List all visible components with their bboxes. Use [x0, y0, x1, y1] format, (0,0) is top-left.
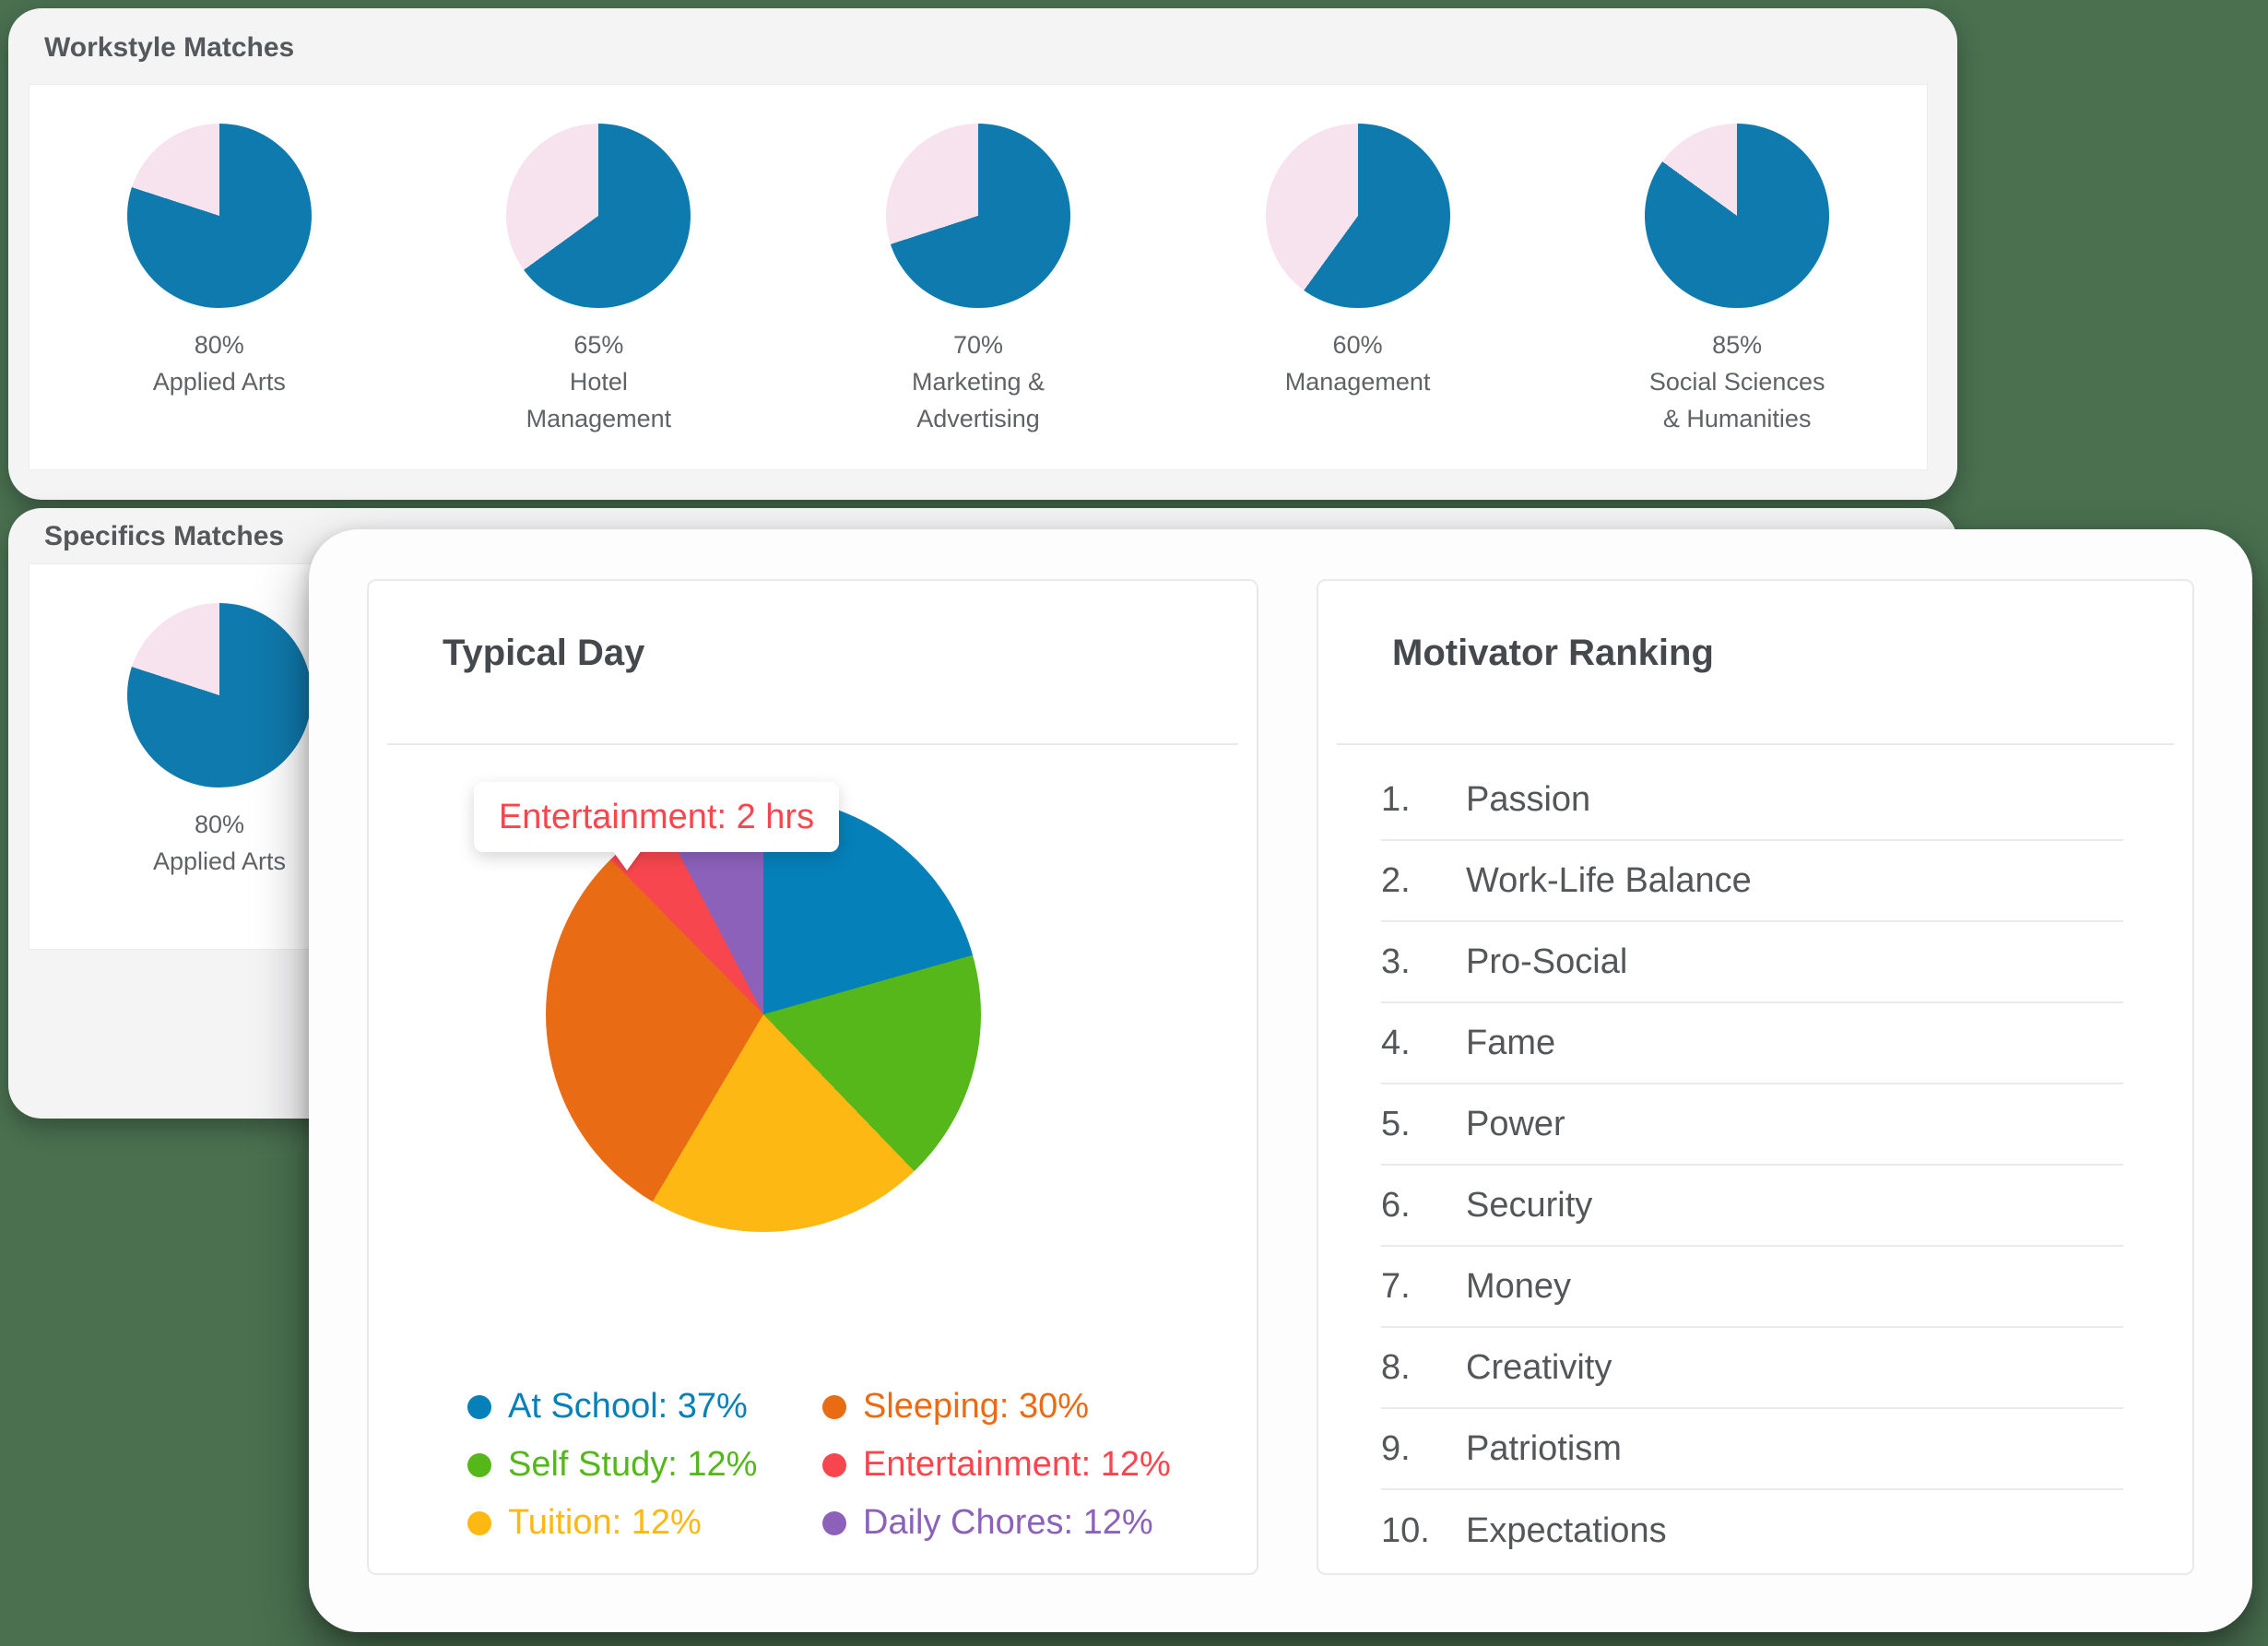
match-percent-label: 80%: [194, 331, 244, 359]
match-pie-chart[interactable]: [127, 603, 312, 787]
ranking-number: 2.: [1381, 860, 1411, 900]
legend-item[interactable]: Self Study: 12%: [467, 1445, 822, 1485]
match-category-label: Applied Arts: [152, 368, 286, 396]
match-category-label: Hotel Management: [526, 368, 672, 432]
workstyle-pies-panel: 80% Applied Arts 65% Hotel Management 70% Mark…: [29, 84, 1928, 470]
tooltip-text: Entertainment: 2 hrs: [498, 797, 815, 836]
workstyle-card-title: Workstyle Matches: [44, 32, 295, 63]
match-category-label: Applied Arts: [152, 847, 287, 875]
match-percent-label: 85%: [1712, 331, 1763, 359]
typical-day-legend: At School: 37% Self Study: 12% Tuition: 12…: [467, 1378, 1171, 1552]
ranking-row: 8. Creativity: [1381, 1328, 2123, 1409]
ranking-row: 10. Expectations: [1381, 1490, 2123, 1571]
ranking-row: 4. Fame: [1381, 1003, 2123, 1084]
ranking-list: 1. Passion 2. Work-Life Balance 3. Pro-Social…: [1381, 760, 2123, 1571]
match-category-label: Management: [1284, 368, 1431, 396]
match-pie: 70% Marketing & Advertising: [788, 85, 1168, 469]
motivator-ranking-title: Motivator Ranking: [1392, 633, 1714, 673]
match-pie: 80% Applied Arts: [30, 85, 409, 469]
results-overlay-card: Typical Day Entertainment: 2 hrs At Scho…: [309, 529, 2252, 1632]
match-percent-label: 80%: [194, 811, 245, 838]
ranking-label: Work-Life Balance: [1466, 860, 1752, 900]
ranking-number: 3.: [1381, 941, 1411, 981]
match-category-label: Social Sciences & Humanities: [1648, 368, 1825, 432]
legend-item[interactable]: Tuition: 12%: [467, 1503, 822, 1543]
legend-item[interactable]: At School: 37%: [467, 1387, 822, 1427]
ranking-row: 2. Work-Life Balance: [1381, 841, 2123, 922]
legend-dot-icon: [467, 1394, 491, 1419]
ranking-label: Money: [1466, 1266, 1572, 1306]
legend-item[interactable]: Daily Chores: 12%: [822, 1503, 1171, 1543]
ranking-label: Security: [1466, 1185, 1593, 1225]
ranking-row: 6. Security: [1381, 1166, 2123, 1247]
match-percent-label: 70%: [952, 331, 1003, 359]
match-pie-chart[interactable]: [885, 124, 1070, 308]
workstyle-pies-row: 80% Applied Arts 65% Hotel Management 70% Mark…: [30, 85, 1927, 469]
workstyle-matches-card: Workstyle Matches 80% Applied Arts 65% Hote…: [8, 8, 1957, 500]
legend-dot-icon: [822, 1394, 846, 1419]
chart-tooltip: Entertainment: 2 hrs: [474, 782, 839, 870]
match-pie-chart[interactable]: [1645, 124, 1830, 308]
ranking-number: 8.: [1381, 1347, 1411, 1387]
legend-dot-icon: [822, 1452, 846, 1477]
typical-day-title: Typical Day: [443, 633, 645, 673]
legend-label: Self Study: 12%: [508, 1445, 758, 1484]
match-category-label: Marketing & Advertising: [911, 368, 1045, 432]
ranking-label: Fame: [1466, 1023, 1556, 1062]
legend-dot-icon: [822, 1510, 846, 1535]
ranking-number: 5.: [1381, 1104, 1411, 1143]
match-pie: 80% Applied Arts: [30, 564, 409, 949]
ranking-row: 3. Pro-Social: [1381, 922, 2123, 1003]
panel-divider: [387, 743, 1238, 745]
typical-day-pie-chart[interactable]: [546, 797, 981, 1232]
legend-label: Daily Chores: 12%: [863, 1503, 1153, 1542]
ranking-label: Creativity: [1466, 1347, 1612, 1387]
ranking-number: 9.: [1381, 1428, 1411, 1468]
match-pie-chart[interactable]: [1265, 124, 1450, 308]
legend-label: Sleeping: 30%: [863, 1387, 1090, 1426]
ranking-number: 6.: [1381, 1185, 1411, 1225]
ranking-number: 10.: [1381, 1510, 1430, 1550]
motivator-ranking-panel: Motivator Ranking 1. Passion 2. Work-Life B…: [1317, 579, 2194, 1575]
typical-day-panel: Typical Day Entertainment: 2 hrs At Scho…: [367, 579, 1258, 1575]
legend-item[interactable]: Sleeping: 30%: [822, 1387, 1171, 1427]
panel-divider: [1337, 743, 2174, 745]
legend-dot-icon: [467, 1452, 491, 1477]
ranking-label: Pro-Social: [1466, 941, 1628, 981]
match-pie: 60% Management: [1168, 85, 1548, 469]
ranking-number: 1.: [1381, 779, 1411, 819]
ranking-label: Expectations: [1466, 1510, 1667, 1550]
ranking-label: Patriotism: [1466, 1428, 1622, 1468]
match-percent-label: 65%: [573, 331, 624, 359]
legend-label: Tuition: 12%: [508, 1503, 702, 1542]
specifics-pies-row: 80% Applied Arts: [30, 564, 1927, 949]
specifics-card-title: Specifics Matches: [44, 521, 285, 551]
ranking-number: 7.: [1381, 1266, 1411, 1306]
ranking-row: 5. Power: [1381, 1084, 2123, 1166]
legend-label: At School: 37%: [508, 1387, 748, 1426]
ranking-label: Power: [1466, 1104, 1565, 1143]
ranking-row: 9. Patriotism: [1381, 1409, 2123, 1490]
legend-dot-icon: [467, 1510, 491, 1535]
ranking-row: 1. Passion: [1381, 760, 2123, 841]
legend-item[interactable]: Entertainment: 12%: [822, 1445, 1171, 1485]
ranking-label: Passion: [1466, 779, 1591, 819]
legend-label: Entertainment: 12%: [863, 1445, 1171, 1484]
match-pie-chart[interactable]: [506, 124, 691, 308]
ranking-number: 4.: [1381, 1023, 1411, 1062]
ranking-row: 7. Money: [1381, 1247, 2123, 1328]
tooltip-pointer: [612, 850, 642, 870]
match-percent-label: 60%: [1332, 331, 1383, 359]
match-pie-chart[interactable]: [126, 124, 312, 308]
match-pie: 85% Social Sciences & Humanities: [1547, 85, 1927, 469]
match-pie: 65% Hotel Management: [409, 85, 789, 469]
